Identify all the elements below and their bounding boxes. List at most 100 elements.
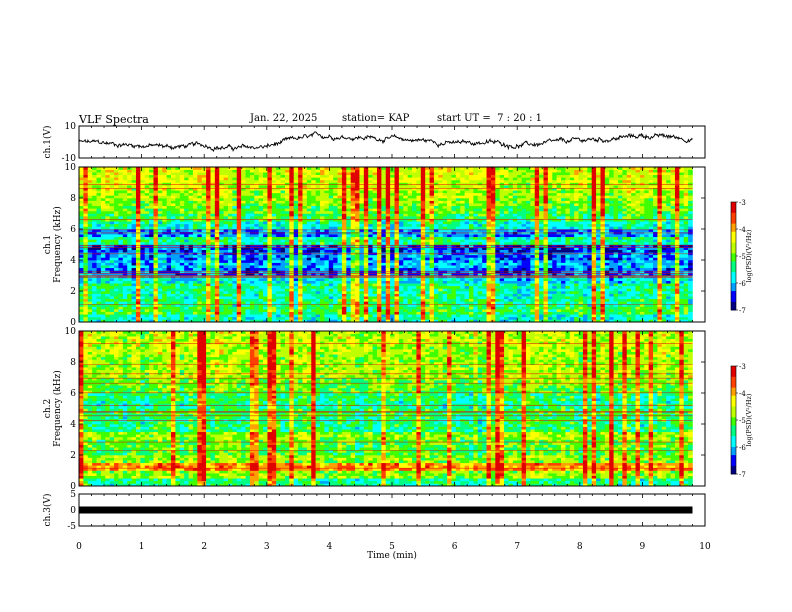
spectrogram-cell bbox=[376, 293, 382, 297]
spectrogram-cell bbox=[96, 244, 102, 248]
spectrogram-cell bbox=[359, 265, 365, 269]
spectrogram-cell bbox=[609, 303, 614, 307]
spectrogram-cell bbox=[328, 257, 334, 261]
spectrogram-cell bbox=[613, 267, 619, 271]
spectrogram-cell bbox=[495, 301, 500, 305]
spectrogram-cell bbox=[556, 260, 562, 263]
spectrogram-cell bbox=[311, 249, 316, 253]
spectrogram-cell bbox=[407, 275, 413, 279]
spectrogram-cell bbox=[561, 267, 566, 271]
spectrogram-cell bbox=[460, 265, 465, 269]
spectrogram-cell bbox=[534, 241, 540, 245]
spectrogram-cell bbox=[460, 244, 465, 248]
spectrogram-cell bbox=[420, 257, 426, 261]
spectrogram-cell bbox=[455, 265, 461, 269]
spectrogram-cell bbox=[258, 280, 264, 284]
spectrogram-cell bbox=[162, 254, 167, 258]
spectrogram-cell bbox=[192, 239, 198, 243]
spectrogram-cell bbox=[587, 260, 592, 263]
spectrogram-cell bbox=[464, 260, 470, 263]
spectrogram-cell bbox=[556, 316, 562, 320]
spectrogram-cell bbox=[284, 319, 290, 323]
spectrogram-cell bbox=[249, 236, 255, 240]
spectrogram-cell bbox=[83, 319, 89, 323]
spectrogram-cell bbox=[429, 293, 435, 297]
spectrogram-cell bbox=[131, 301, 137, 305]
spectrogram-cell bbox=[385, 257, 391, 261]
spectrogram-cell bbox=[547, 314, 553, 318]
spectrogram-cell bbox=[429, 309, 435, 312]
spectrogram-cell bbox=[210, 280, 216, 284]
spectrogram-cell bbox=[109, 265, 115, 269]
spectrogram-cell bbox=[320, 314, 325, 318]
spectrogram-cell bbox=[482, 283, 487, 287]
spectrogram-cell bbox=[464, 267, 470, 271]
spectrogram-cell bbox=[390, 254, 395, 258]
spectrogram-cell bbox=[184, 314, 189, 318]
spectrogram-cell bbox=[455, 280, 461, 284]
spectrogram-cell bbox=[688, 234, 693, 238]
spectrogram-cell bbox=[412, 239, 417, 243]
spectrogram-cell bbox=[87, 316, 93, 320]
spectrogram-cell bbox=[206, 244, 211, 248]
spectrogram-cell bbox=[407, 303, 413, 307]
spectrogram-cell bbox=[359, 314, 365, 318]
spectrogram-cell bbox=[140, 283, 146, 287]
spectrogram-cell bbox=[670, 236, 676, 240]
spectrogram-cell bbox=[271, 309, 277, 312]
spectrogram-cell bbox=[521, 272, 527, 276]
spectrogram-cell bbox=[135, 267, 141, 271]
spectrogram-cell bbox=[416, 247, 422, 250]
spectrogram-cell bbox=[368, 260, 373, 263]
spectrogram-cell bbox=[499, 247, 505, 250]
spectrogram-cell bbox=[495, 239, 500, 243]
spectrogram-cell bbox=[600, 234, 606, 238]
spectrogram-cell bbox=[105, 278, 110, 281]
spectrogram-cell bbox=[153, 306, 159, 310]
spectrogram-cell bbox=[311, 303, 316, 307]
spectrogram-cell bbox=[96, 303, 102, 307]
spectrogram-cell bbox=[241, 303, 246, 307]
y-axis-label: ch.1(V) bbox=[42, 126, 53, 159]
spectrogram-cell bbox=[639, 272, 645, 276]
spectrogram-cell bbox=[144, 239, 150, 243]
spectrogram-cell bbox=[473, 309, 479, 312]
spectrogram-cell bbox=[666, 291, 671, 294]
spectrogram-cell bbox=[214, 296, 220, 300]
spectrogram-cell bbox=[337, 298, 343, 302]
spectrogram-cell bbox=[346, 241, 351, 245]
spectrogram-cell bbox=[245, 272, 251, 276]
spectrogram-cell bbox=[407, 249, 413, 253]
spectrogram-cell bbox=[372, 247, 378, 250]
spectrogram-cell bbox=[609, 236, 614, 240]
spectrogram-cell bbox=[263, 311, 268, 315]
spectrogram-cell bbox=[425, 309, 430, 312]
spectrogram-cell bbox=[171, 316, 176, 320]
spectrogram-cell bbox=[578, 301, 584, 305]
spectrogram-cell bbox=[179, 236, 185, 240]
spectrogram-cell bbox=[543, 309, 549, 312]
spectrogram-cell bbox=[298, 316, 303, 320]
spectrogram-cell bbox=[197, 303, 202, 307]
spectrogram-cell bbox=[648, 314, 654, 318]
spectrogram-cell bbox=[166, 234, 172, 238]
spectrogram-cell bbox=[521, 296, 527, 300]
spectrogram-cell bbox=[109, 275, 115, 279]
spectrogram-cell bbox=[622, 311, 628, 315]
spectrogram-cell bbox=[473, 262, 479, 266]
spectrogram-cell bbox=[355, 278, 360, 281]
spectrogram-cell bbox=[324, 257, 330, 261]
spectrogram-cell bbox=[447, 303, 452, 307]
spectrogram-cell bbox=[236, 272, 242, 276]
spectrogram-cell bbox=[552, 314, 557, 318]
spectrogram-cell bbox=[188, 319, 194, 323]
spectrogram-cell bbox=[582, 306, 588, 310]
spectrogram-cell bbox=[679, 285, 685, 289]
spectrogram-cell bbox=[596, 260, 601, 263]
spectrogram-cell bbox=[508, 296, 514, 300]
spectrogram-cell bbox=[499, 293, 505, 297]
spectrogram-cell bbox=[302, 257, 308, 261]
spectrogram-cell bbox=[153, 298, 159, 302]
spectrogram-cell bbox=[512, 275, 518, 279]
spectrogram-cell bbox=[171, 296, 176, 300]
